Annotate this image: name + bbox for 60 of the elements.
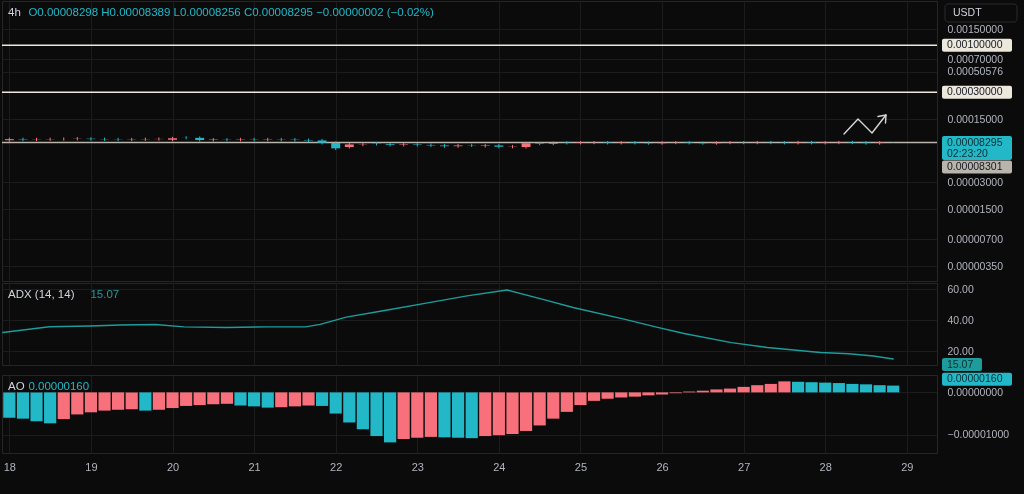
y-tick-label: 0.00150000 [947,22,1004,35]
x-tick-label: 19 [85,460,98,473]
y-tick-label: 60.00 [947,282,974,295]
candlestick [249,137,259,142]
x-tick-label: 23 [411,460,424,473]
candlestick [453,143,463,149]
y-tick-label: 0.00000350 [947,259,1004,272]
text: 15.07 [947,357,974,370]
chart-title: ADX (14, 14) [8,288,75,300]
bar [220,392,234,404]
x-tick-label: 27 [738,460,751,473]
ref-line-label: 0.00030000 [947,85,1003,98]
y-tick-label: 0.00070000 [947,52,1004,65]
chart-title: 4h [8,6,21,18]
y-tick-label: 20.00 [947,344,974,357]
x-tick-label: 21 [248,460,261,473]
ref-line-label: 0.00008301 [947,160,1003,173]
x-tick-label: 18 [3,460,16,473]
text: 0.00000160 [947,372,1003,385]
bar [139,392,152,411]
x-tick-label: 22 [330,460,343,473]
x-tick-label: 20 [166,460,180,473]
bar [3,392,16,418]
y-tick-label: 0.00050576 [947,65,1004,78]
bar [275,392,288,408]
bar [479,392,492,437]
chart-subtitle: 15.07 [90,288,120,300]
y-tick-label: 40.00 [947,313,974,326]
bar [859,384,873,393]
ref-line-label: 0.00100000 [947,38,1003,51]
candlestick [385,142,395,147]
chart-subtitle: 0.00000160 [28,380,90,392]
y-tick-label: −0.00001000 [947,428,1010,441]
candlestick [113,137,123,142]
y-tick-label: 0.00003000 [947,175,1004,188]
x-tick-label: 28 [819,460,832,473]
bar [791,381,805,393]
y-tick-label: 0.00000000 [947,385,1004,398]
bar [424,392,437,437]
y-tick-label: 0.00001500 [947,202,1004,215]
x-tick-label: 29 [901,460,914,473]
bar [315,392,329,406]
y-axis-title: USDT [953,6,983,18]
bar [465,392,478,439]
bar [125,392,138,410]
text: 0.00008295 [947,135,1003,148]
text: 02:23:20 [947,146,989,159]
candlestick [494,143,504,149]
candlestick [793,140,803,145]
line-series [2,289,894,360]
x-tick-label: 26 [656,460,669,473]
chart-title: AO [8,380,25,392]
x-tick-label: 25 [574,460,588,473]
chart-subtitle: O0.00008298 H0.00008389 L0.00008256 C0.00008295 −0.00000002 (−0.02%) [28,6,434,18]
y-tick-label: 0.00000700 [947,232,1004,245]
candlestick [18,137,28,142]
x-tick-label: 24 [493,460,506,473]
bar [261,392,274,408]
y-tick-label: 0.00015000 [947,112,1004,125]
candlestick [358,142,368,147]
